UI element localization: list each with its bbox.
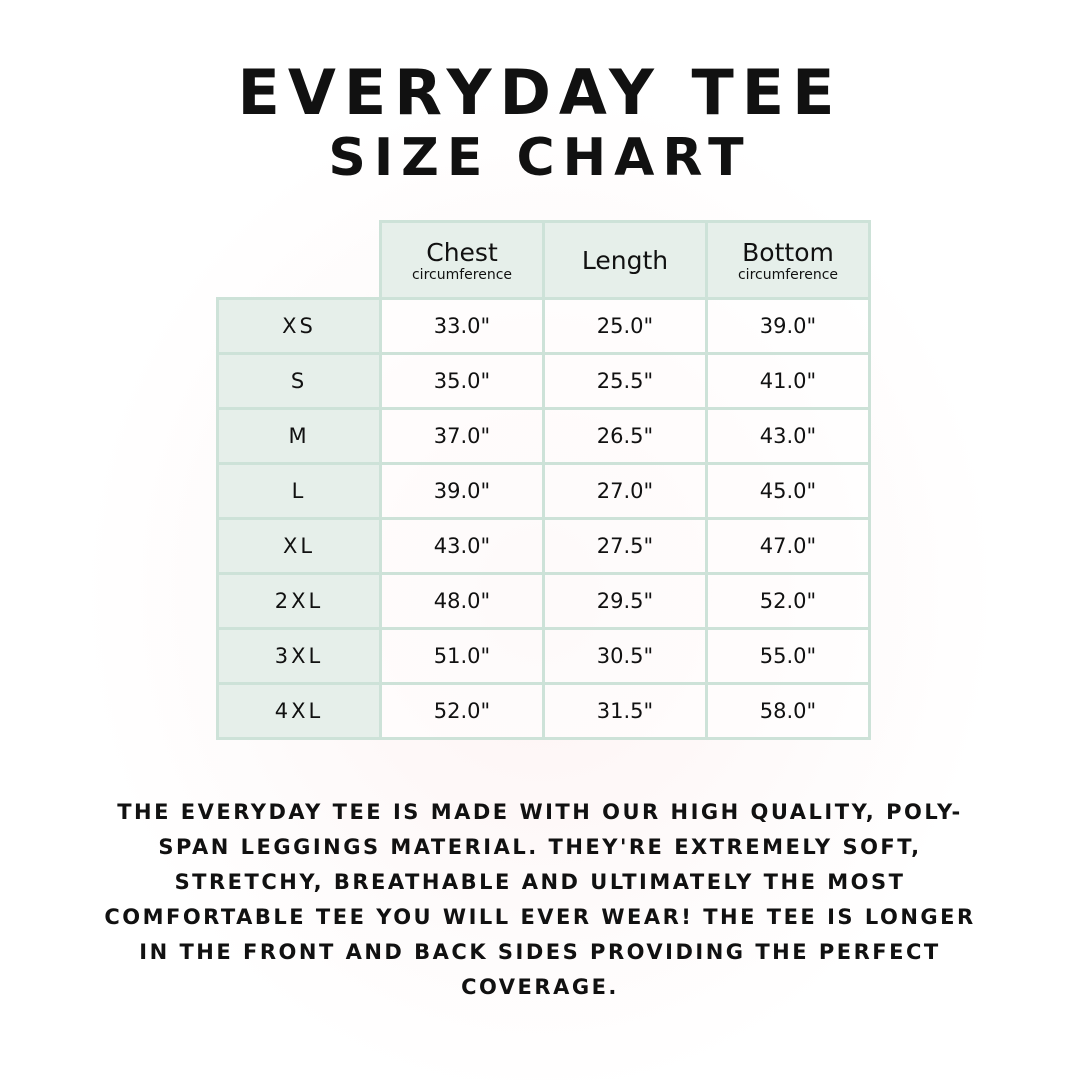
bottom-cell: 47.0" [705, 517, 871, 575]
size-cell: 3XL [216, 627, 382, 685]
length-cell: 27.5" [542, 517, 708, 575]
size-cell: XL [216, 517, 382, 575]
size-cell: L [216, 462, 382, 520]
table-row: S 35.0" 25.5" 41.0" [216, 352, 871, 410]
header-label: Bottom [742, 237, 834, 267]
bottom-cell: 52.0" [705, 572, 871, 630]
bottom-cell: 39.0" [705, 297, 871, 355]
table-row: M 37.0" 26.5" 43.0" [216, 407, 871, 465]
length-cell: 27.0" [542, 462, 708, 520]
header-row: Chest circumference Length Bottom circumfe… [217, 220, 871, 300]
table-row: 4XL 52.0" 31.5" 58.0" [216, 682, 871, 740]
chest-cell: 37.0" [379, 407, 545, 465]
header-blank-cell [217, 221, 382, 300]
chest-cell: 39.0" [379, 462, 545, 520]
chest-cell: 48.0" [379, 572, 545, 630]
length-cell: 30.5" [542, 627, 708, 685]
length-cell: 26.5" [542, 407, 708, 465]
title-line-2: Size Chart [328, 128, 752, 188]
header-sublabel: circumference [411, 266, 513, 283]
size-cell: XS [216, 297, 382, 355]
bottom-cell: 41.0" [705, 352, 871, 410]
header-label: Length [581, 245, 669, 275]
bottom-cell: 45.0" [705, 462, 871, 520]
chest-cell: 35.0" [379, 352, 545, 410]
table-row: L 39.0" 27.0" 45.0" [216, 462, 871, 520]
size-chart-table: Chest circumference Length Bottom circumfe… [216, 220, 871, 740]
chest-cell: 43.0" [379, 517, 545, 575]
size-cell: M [216, 407, 382, 465]
header-bottom: Bottom circumference [705, 220, 871, 300]
table-row: 3XL 51.0" 30.5" 55.0" [216, 627, 871, 685]
length-cell: 31.5" [542, 682, 708, 740]
description: The Everyday Tee is made with our high q… [104, 800, 976, 999]
size-cell: 4XL [216, 682, 382, 740]
table-row: XS 33.0" 25.0" 39.0" [216, 297, 871, 355]
length-cell: 25.5" [542, 352, 708, 410]
chest-cell: 52.0" [379, 682, 545, 740]
chest-cell: 33.0" [379, 297, 545, 355]
bottom-cell: 43.0" [705, 407, 871, 465]
bottom-cell: 58.0" [705, 682, 871, 740]
size-cell: 2XL [216, 572, 382, 630]
chest-cell: 51.0" [379, 627, 545, 685]
table-row: 2XL 48.0" 29.5" 52.0" [216, 572, 871, 630]
length-cell: 29.5" [542, 572, 708, 630]
table-row: XL 43.0" 27.5" 47.0" [216, 517, 871, 575]
bottom-cell: 55.0" [705, 627, 871, 685]
length-cell: 25.0" [542, 297, 708, 355]
size-cell: S [216, 352, 382, 410]
header-chest: Chest circumference [379, 220, 545, 300]
header-length: Length [542, 220, 708, 300]
header-label: Chest [426, 237, 498, 267]
header-sublabel: circumference [737, 266, 839, 283]
title-line-1: Everyday Tee [237, 56, 843, 129]
